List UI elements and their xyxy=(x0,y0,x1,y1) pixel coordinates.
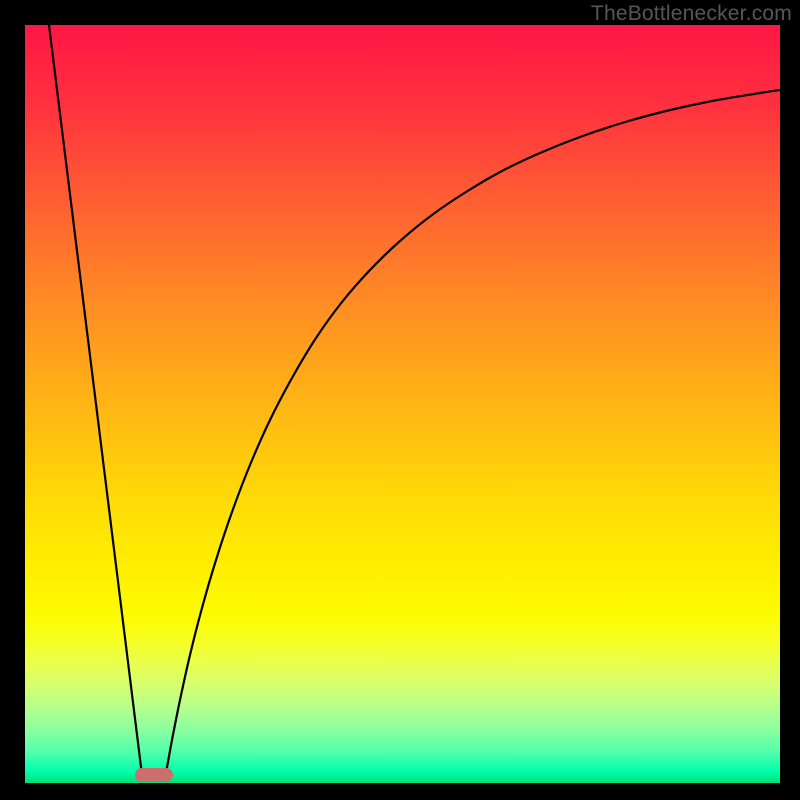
left-descending-line xyxy=(49,25,142,775)
plot-area xyxy=(25,25,780,783)
watermark-text: TheBottlenecker.com xyxy=(591,2,792,26)
minimum-marker xyxy=(135,768,173,782)
chart-container: TheBottlenecker.com xyxy=(0,0,800,800)
curve-layer xyxy=(25,25,780,783)
right-rising-curve xyxy=(166,90,780,773)
